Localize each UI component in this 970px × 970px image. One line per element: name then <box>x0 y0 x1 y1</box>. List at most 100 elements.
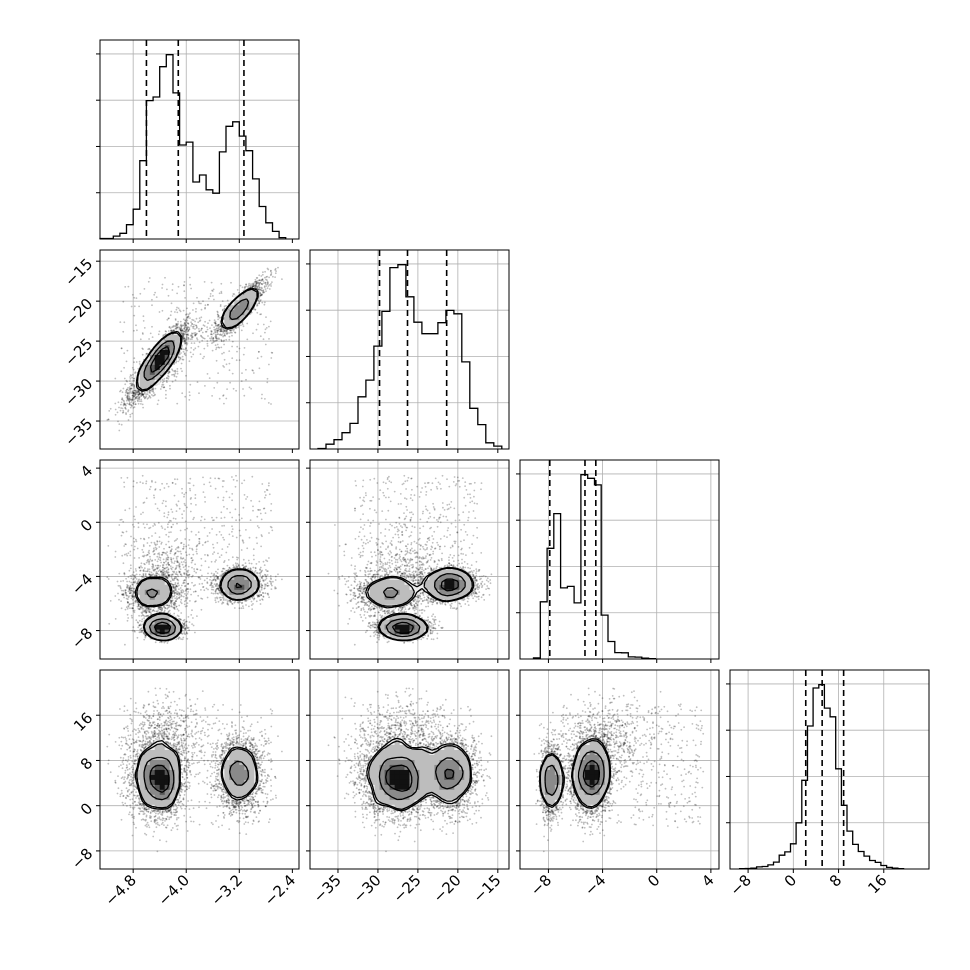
sample-point <box>164 607 167 610</box>
sample-point <box>131 607 134 610</box>
sample-point <box>267 281 269 284</box>
sample-point <box>188 328 191 330</box>
sample-point <box>185 551 187 554</box>
sample-point <box>206 535 209 537</box>
sample-point <box>393 526 396 529</box>
sample-point <box>218 588 220 591</box>
sample-point <box>367 605 370 608</box>
sample-point <box>152 387 155 389</box>
sample-point <box>484 575 487 578</box>
sample-point <box>133 406 136 409</box>
sample-point <box>250 283 252 285</box>
sample-point <box>454 526 457 528</box>
sample-point <box>156 567 159 570</box>
sample-point <box>221 334 224 336</box>
sample-point <box>252 285 254 288</box>
sample-point <box>160 570 162 573</box>
density-cell <box>239 574 245 580</box>
sample-point <box>258 274 261 277</box>
sample-point <box>247 567 250 570</box>
sample-point <box>254 285 257 288</box>
sample-point <box>185 620 188 623</box>
sample-point <box>184 559 187 561</box>
sample-point <box>138 363 141 365</box>
sample-point <box>441 474 444 477</box>
sample-point <box>191 559 194 562</box>
sample-point <box>261 293 263 296</box>
sample-point <box>223 334 225 337</box>
sample-point <box>257 509 260 511</box>
sample-point <box>165 397 167 399</box>
sample-point <box>399 568 402 571</box>
sample-point <box>186 597 189 600</box>
sample-point <box>165 500 167 503</box>
sample-point <box>237 602 240 604</box>
sample-point <box>183 337 186 340</box>
sample-point <box>166 642 169 644</box>
sample-point <box>401 606 404 609</box>
sample-point <box>200 608 203 611</box>
sample-point <box>224 571 227 574</box>
sample-point <box>250 604 253 606</box>
sample-point <box>220 282 223 285</box>
sample-point <box>379 560 381 562</box>
sample-point <box>370 499 373 502</box>
sample-point <box>417 582 420 585</box>
sample-point <box>437 520 440 523</box>
sample-point <box>212 337 215 340</box>
sample-point <box>183 622 186 625</box>
sample-point <box>180 329 183 332</box>
sample-point <box>375 573 378 576</box>
sample-point <box>228 362 231 365</box>
sample-point <box>173 603 176 606</box>
sample-point <box>238 291 240 294</box>
sample-point <box>171 329 173 332</box>
sample-point <box>370 561 373 564</box>
sample-point <box>126 388 128 391</box>
density-cell <box>164 364 171 370</box>
sample-point <box>421 572 423 575</box>
sample-point <box>258 302 260 305</box>
sample-point <box>376 606 378 609</box>
sample-point <box>259 574 262 576</box>
sample-point <box>211 579 214 582</box>
sample-point <box>217 587 220 590</box>
sample-point <box>362 590 365 593</box>
sample-point <box>372 621 374 624</box>
sample-point <box>401 540 404 542</box>
sample-point <box>400 550 403 553</box>
sample-point <box>375 629 378 631</box>
sample-point <box>174 327 177 330</box>
sample-point <box>188 573 191 576</box>
sample-point <box>168 317 170 320</box>
sample-point <box>413 576 416 579</box>
sample-point <box>269 320 272 323</box>
sample-point <box>462 553 464 555</box>
sample-point <box>217 372 220 374</box>
sample-point <box>214 591 217 593</box>
sample-point <box>128 580 131 583</box>
sample-point <box>182 318 185 321</box>
sample-point <box>200 564 203 567</box>
sample-point <box>172 517 175 520</box>
sample-point <box>126 402 129 405</box>
sample-point <box>419 615 421 618</box>
sample-point <box>204 307 206 310</box>
sample-point <box>369 615 371 618</box>
contour-line <box>146 574 252 638</box>
sample-point <box>461 547 463 550</box>
sample-point <box>133 377 136 380</box>
sample-point <box>256 285 258 288</box>
sample-point <box>217 314 219 316</box>
sample-point <box>161 551 164 554</box>
sample-point <box>344 583 347 586</box>
sample-point <box>190 497 193 499</box>
sample-point <box>161 283 164 286</box>
sample-point <box>361 601 364 603</box>
sample-point <box>385 518 387 521</box>
sample-point <box>350 557 353 559</box>
sample-point <box>382 635 385 638</box>
sample-point <box>170 600 172 603</box>
sample-point <box>126 396 129 399</box>
sample-point <box>374 575 377 578</box>
